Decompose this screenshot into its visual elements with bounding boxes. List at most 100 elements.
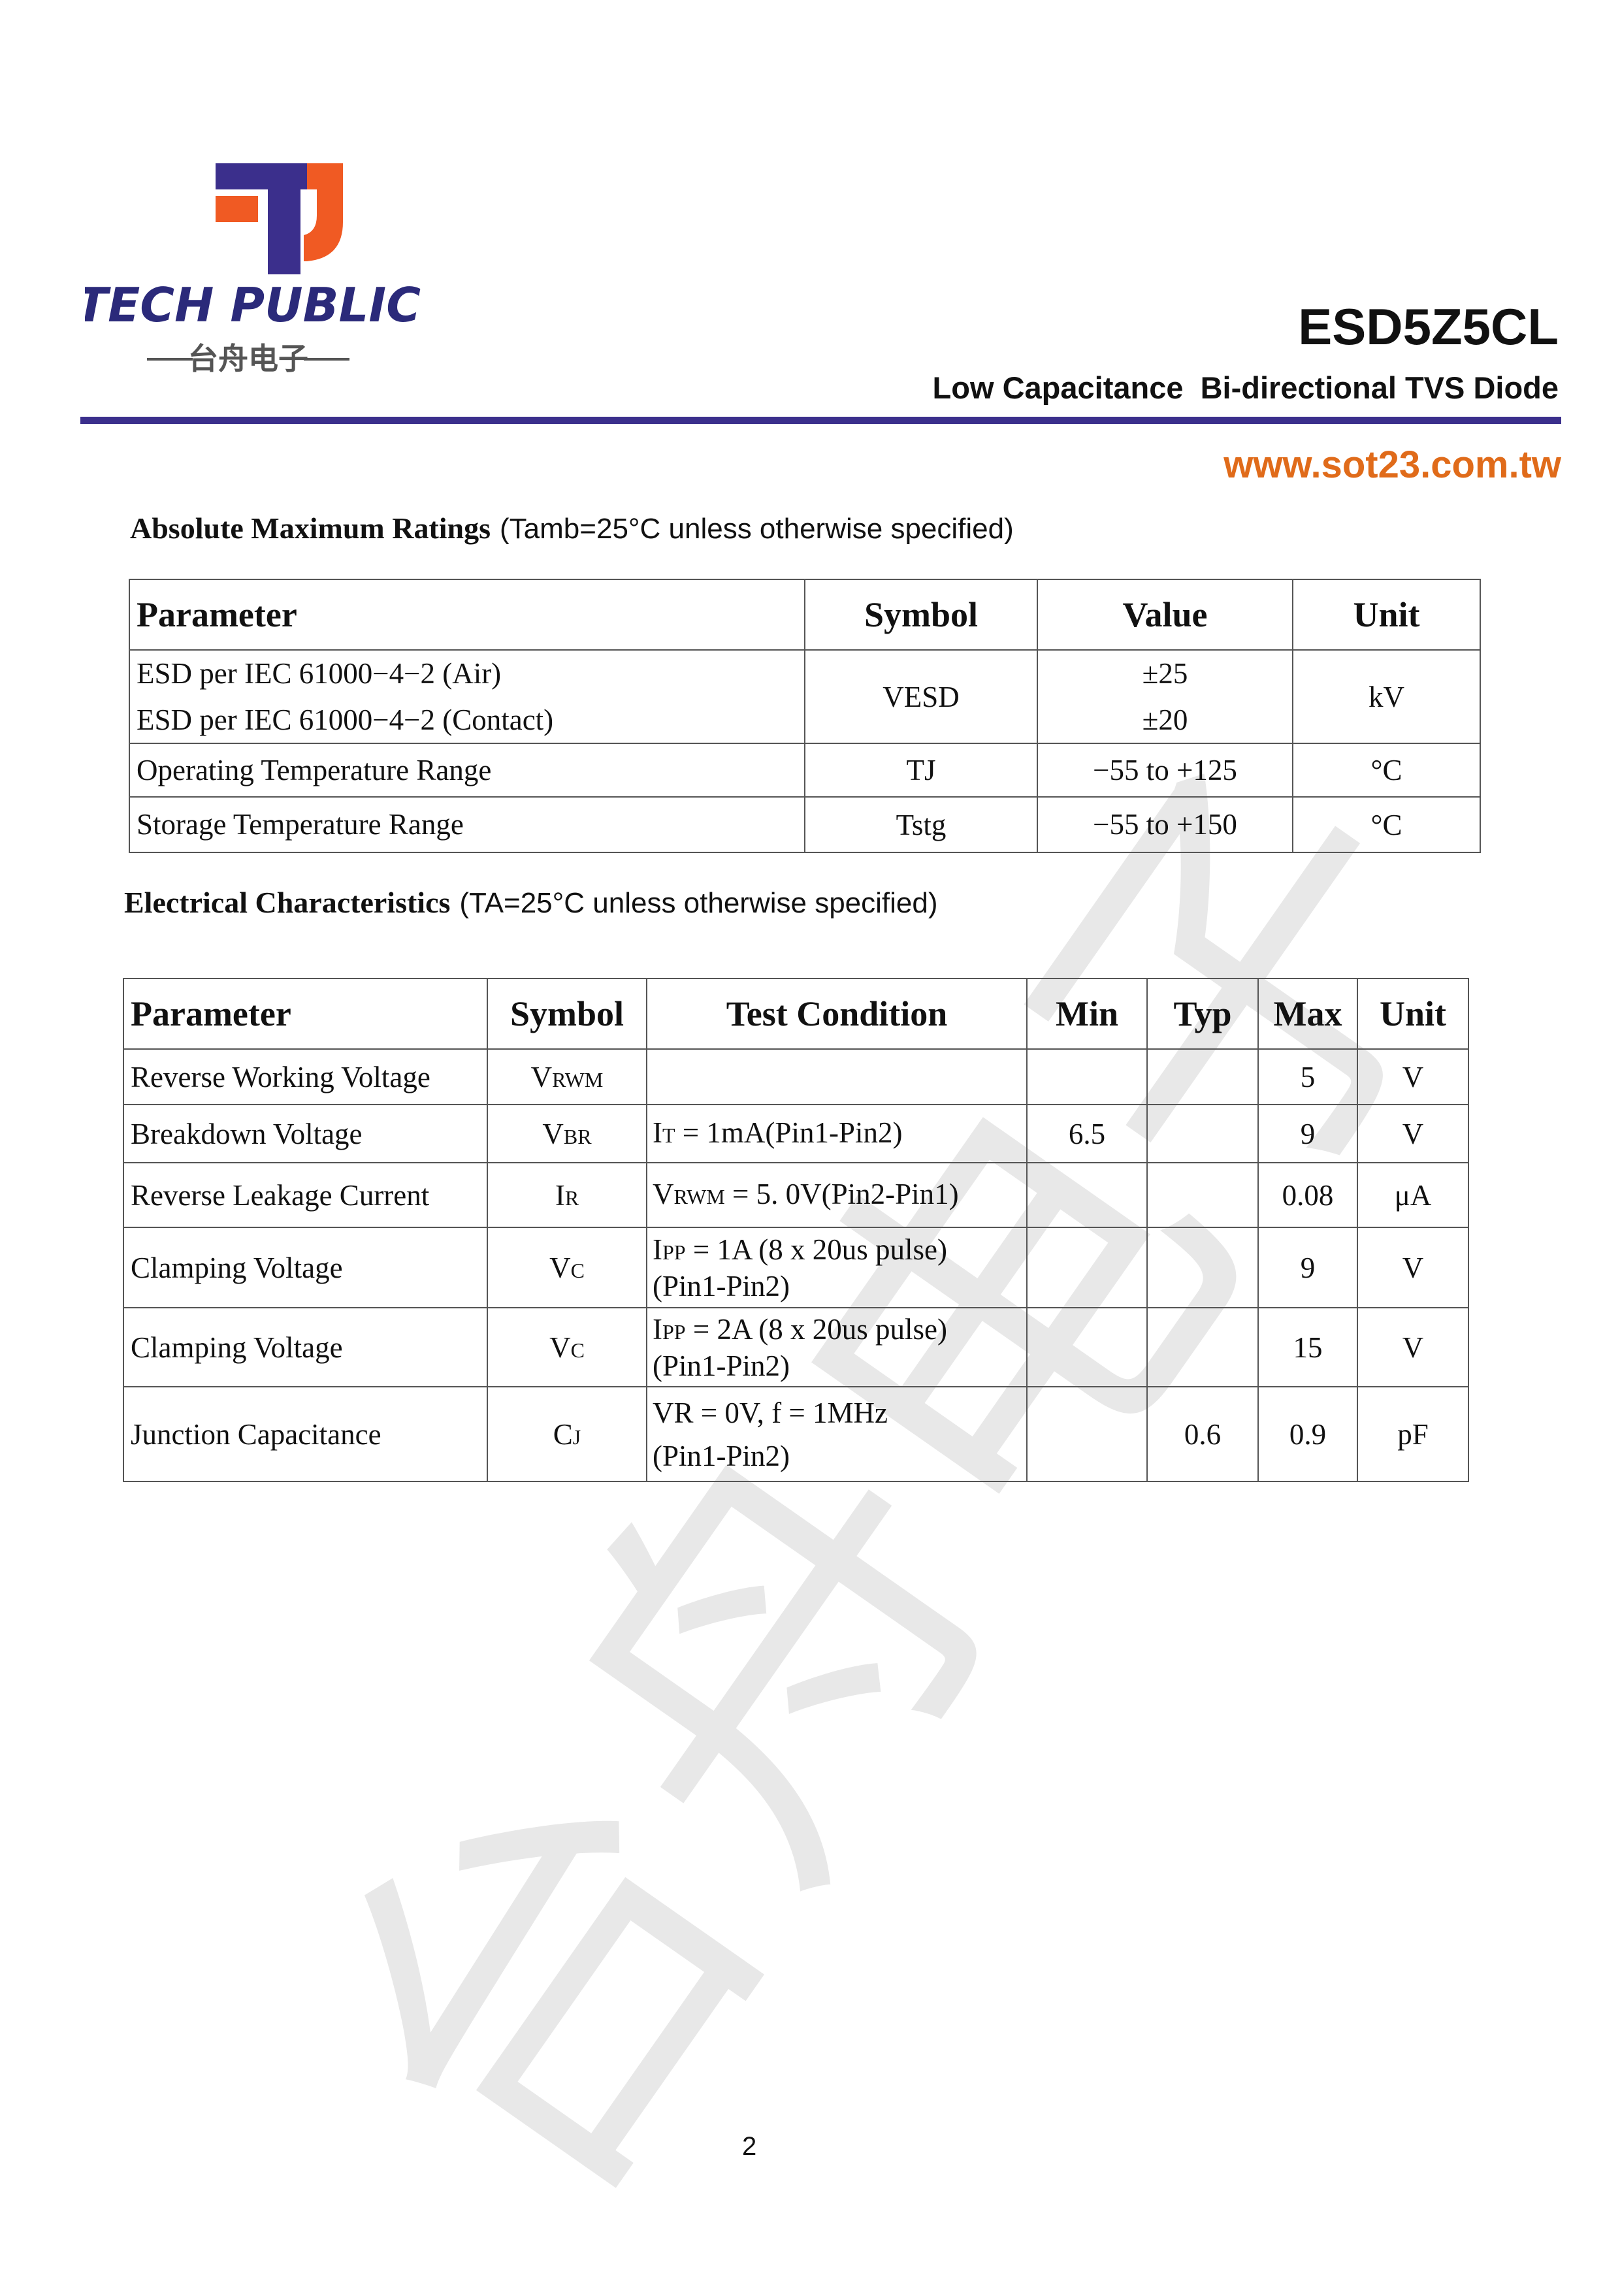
table-row: Reverse Leakage Current IR VRWM = 5. 0V(Pi… — [123, 1162, 1469, 1228]
column-header: Symbol — [487, 978, 647, 1050]
max-cell: 15 — [1257, 1307, 1358, 1387]
text: V — [549, 1251, 571, 1284]
typ-cell: 0.6 — [1146, 1386, 1259, 1482]
table-row: Breakdown Voltage VBR IT = 1mA(Pin1-Pin2) 6… — [123, 1104, 1469, 1163]
website: www.sot23.com.tw — [1223, 444, 1561, 486]
symbol-cell: IR — [487, 1162, 647, 1228]
min-cell — [1026, 1386, 1148, 1482]
condition-line: VR = 0V, f = 1MHz — [653, 1391, 1020, 1434]
min-cell — [1026, 1227, 1148, 1308]
condition-line: IT = 1mA(Pin1-Pin2) — [653, 1116, 1020, 1152]
typ-cell — [1146, 1104, 1259, 1163]
condition-line: VRWM = 5. 0V(Pin2-Pin1) — [653, 1177, 1020, 1214]
subscript: R — [564, 1186, 579, 1210]
unit-cell: °C — [1292, 796, 1481, 853]
subscript: C — [570, 1338, 585, 1362]
parameter-cell: Operating Temperature Range — [129, 743, 805, 798]
column-header: Min — [1026, 978, 1148, 1050]
table-row: Operating Temperature Range TJ −55 to +125… — [129, 743, 1481, 798]
text: (Pin1-Pin2) — [653, 1349, 790, 1382]
text: C — [553, 1417, 573, 1451]
column-header: Parameter — [123, 978, 488, 1050]
parameter-cell: Reverse Working Voltage — [123, 1048, 488, 1105]
typ-cell — [1146, 1048, 1259, 1105]
logo-text: TECH PUBLIC — [85, 278, 421, 332]
text: (Pin1-Pin2) — [653, 1439, 790, 1472]
logo-subtext: 台舟电子 — [188, 341, 308, 376]
section-condition: (Tamb=25°C unless otherwise specified) — [500, 513, 1014, 545]
parameter-cell: Junction Capacitance — [123, 1386, 488, 1482]
subscript: BR — [563, 1124, 592, 1148]
max-cell: 0.08 — [1257, 1162, 1358, 1228]
unit-cell: kV — [1292, 649, 1481, 744]
unit-cell: V — [1357, 1104, 1469, 1163]
text: = 5. 0V(Pin2-Pin1) — [724, 1177, 959, 1210]
value-cell: −55 to +150 — [1037, 796, 1293, 853]
symbol-cell: CJ — [487, 1386, 647, 1482]
part-number: ESD5Z5CL — [1298, 298, 1559, 355]
characteristics-table: Parameter Symbol Test Condition Min Typ Max Un… — [123, 978, 1469, 1482]
section-title: Absolute Maximum Ratings — [130, 511, 491, 545]
value: ±25 — [1142, 657, 1188, 690]
subscript: C — [570, 1258, 585, 1282]
column-header: Symbol — [804, 579, 1038, 651]
subtitle: Low Capacitance Bi-directional TVS Diode — [932, 370, 1559, 405]
section-heading: Absolute Maximum Ratings (Tamb=25°C unle… — [130, 511, 1014, 545]
symbol-cell: VESD — [804, 649, 1038, 744]
subscript: RWM — [552, 1067, 604, 1091]
parameter-cell: Breakdown Voltage — [123, 1104, 488, 1163]
condition-cell: VR = 0V, f = 1MHz (Pin1-Pin2) — [646, 1386, 1028, 1482]
condition-cell: IT = 1mA(Pin1-Pin2) — [646, 1104, 1028, 1163]
parameter: ESD per IEC 61000−4−2 (Air) — [137, 657, 502, 690]
unit-cell: pF — [1357, 1386, 1469, 1482]
text: = 1mA(Pin1-Pin2) — [675, 1116, 903, 1149]
subscript: RWM — [673, 1184, 725, 1208]
text: V — [549, 1331, 571, 1364]
unit-cell: V — [1357, 1227, 1469, 1308]
condition-line: (Pin1-Pin2) — [653, 1269, 1020, 1303]
section-heading: Electrical Characteristics (TA=25°C unle… — [124, 885, 938, 920]
header-row: Parameter Symbol Value Unit — [129, 579, 1481, 651]
text: = 2A (8 x 20us pulse) — [685, 1312, 947, 1346]
value: −55 to +150 — [1093, 808, 1237, 841]
text: (Pin1-Pin2) — [653, 1269, 790, 1302]
condition-line: (Pin1-Pin2) — [653, 1349, 1020, 1383]
parameter-cell: Clamping Voltage — [123, 1227, 488, 1308]
logo: TECH PUBLIC 台舟电子 — [85, 163, 421, 376]
text: I — [653, 1312, 662, 1346]
symbol-cell: TJ — [804, 743, 1038, 798]
condition-cell — [646, 1048, 1028, 1105]
text: I — [653, 1116, 662, 1149]
unit-cell: V — [1357, 1048, 1469, 1105]
max-cell: 5 — [1257, 1048, 1358, 1105]
text: V — [653, 1177, 674, 1210]
value-cell: −55 to +125 — [1037, 743, 1293, 798]
min-cell: 6.5 — [1026, 1104, 1148, 1163]
value-cell: ±25 ±20 — [1037, 649, 1293, 744]
max-cell: 0.9 — [1257, 1386, 1358, 1482]
table-row: Junction Capacitance CJ VR = 0V, f = 1MHz (… — [123, 1386, 1469, 1482]
symbol-cell: VBR — [487, 1104, 647, 1163]
unit-cell: °C — [1292, 743, 1481, 798]
table-row: Clamping Voltage VC IPP = 2A (8 x 20us pul… — [123, 1307, 1469, 1387]
condition-line: IPP = 1A (8 x 20us pulse) — [653, 1233, 1020, 1269]
table-row: Clamping Voltage VC IPP = 1A (8 x 20us pul… — [123, 1227, 1469, 1308]
parameter: Operating Temperature Range — [137, 754, 492, 786]
subscript: PP — [662, 1319, 686, 1344]
section-title: Electrical Characteristics — [124, 886, 451, 919]
symbol-cell: VC — [487, 1307, 647, 1387]
typ-cell — [1146, 1307, 1259, 1387]
column-header: Test Condition — [646, 978, 1028, 1050]
text: V — [530, 1060, 553, 1093]
min-cell — [1026, 1048, 1148, 1105]
page-number: 2 — [742, 2132, 757, 2161]
condition-cell: IPP = 2A (8 x 20us pulse) (Pin1-Pin2) — [646, 1307, 1028, 1387]
condition-line: (Pin1-Pin2) — [653, 1434, 1020, 1478]
table-row: Reverse Working Voltage VRWM 5 V — [123, 1048, 1469, 1105]
symbol-cell: VRWM — [487, 1048, 647, 1105]
column-header: Parameter — [129, 579, 805, 651]
table-row: Storage Temperature Range Tstg −55 to +150… — [129, 796, 1481, 853]
column-header: Value — [1037, 579, 1293, 651]
subscript: T — [662, 1123, 675, 1147]
